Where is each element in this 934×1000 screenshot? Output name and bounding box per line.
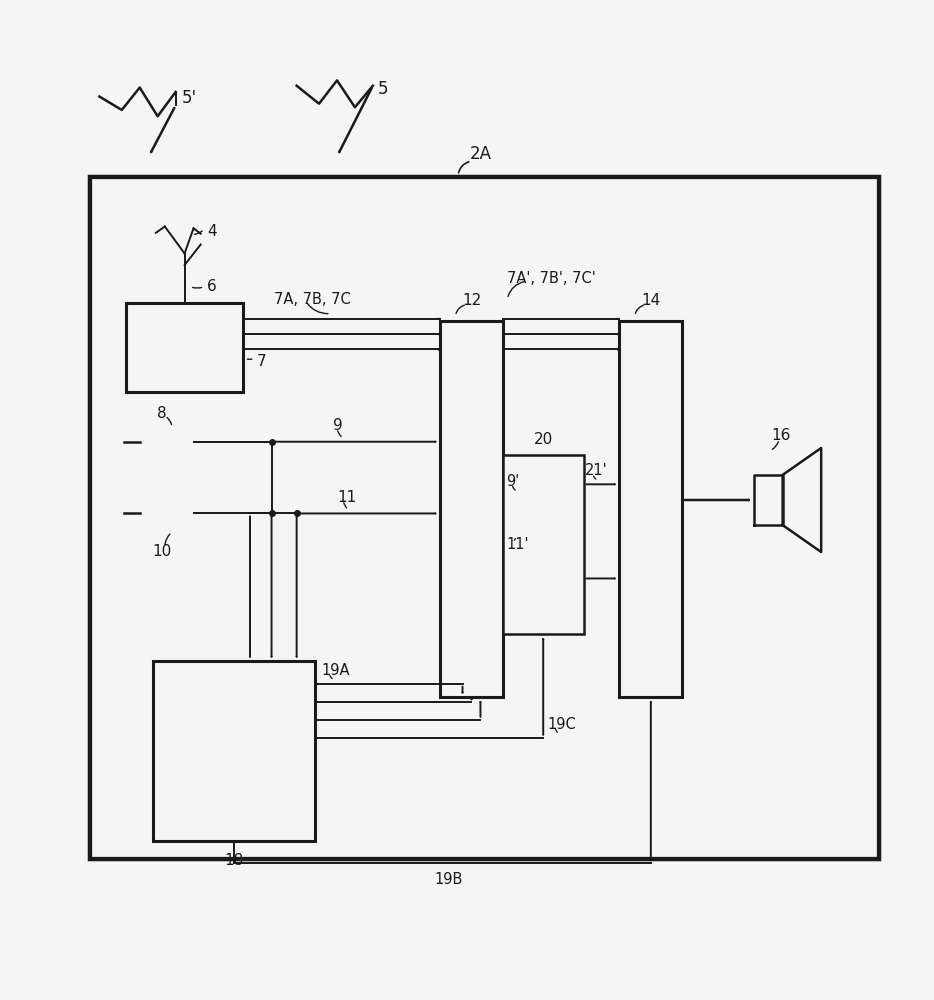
FancyArrowPatch shape xyxy=(556,730,558,732)
Text: 7: 7 xyxy=(256,354,266,369)
FancyArrowPatch shape xyxy=(459,162,469,173)
Text: 5': 5' xyxy=(182,89,197,107)
Bar xyxy=(440,321,502,697)
Text: 5: 5 xyxy=(377,80,388,98)
Text: 21': 21' xyxy=(586,463,608,478)
Text: 7A, 7B, 7C: 7A, 7B, 7C xyxy=(275,292,351,307)
FancyArrowPatch shape xyxy=(330,676,333,679)
Text: 6: 6 xyxy=(207,279,217,294)
Text: 19A: 19A xyxy=(321,663,350,678)
Bar xyxy=(440,321,502,697)
FancyArrowPatch shape xyxy=(338,431,341,436)
Bar xyxy=(153,661,315,841)
Polygon shape xyxy=(754,475,783,525)
Text: 14: 14 xyxy=(641,293,660,308)
Text: 12: 12 xyxy=(461,293,481,308)
FancyArrowPatch shape xyxy=(513,487,515,490)
Bar xyxy=(619,321,682,697)
Bar xyxy=(126,303,243,392)
Text: 11: 11 xyxy=(337,490,356,505)
Bar xyxy=(502,455,584,634)
FancyArrowPatch shape xyxy=(167,418,172,425)
Bar xyxy=(91,177,880,859)
Text: 19B: 19B xyxy=(435,872,463,887)
Text: 10: 10 xyxy=(152,544,172,559)
FancyArrowPatch shape xyxy=(772,442,778,449)
FancyArrowPatch shape xyxy=(194,231,202,234)
FancyArrowPatch shape xyxy=(456,305,464,313)
Text: 7A', 7B', 7C': 7A', 7B', 7C' xyxy=(507,271,596,286)
Bar xyxy=(502,455,584,634)
Text: 4: 4 xyxy=(207,224,217,239)
Bar xyxy=(153,661,315,841)
Text: 18: 18 xyxy=(224,853,244,868)
Text: 8: 8 xyxy=(157,406,167,421)
Text: 16: 16 xyxy=(771,428,790,443)
Bar xyxy=(91,177,880,859)
Bar xyxy=(619,321,682,697)
FancyArrowPatch shape xyxy=(593,476,596,479)
Text: 20: 20 xyxy=(533,432,553,447)
Text: 9: 9 xyxy=(333,418,342,433)
Text: 9': 9' xyxy=(506,474,519,489)
Text: 19C: 19C xyxy=(547,717,576,732)
Text: 2A: 2A xyxy=(470,145,491,163)
FancyArrowPatch shape xyxy=(165,534,170,545)
Polygon shape xyxy=(783,448,821,552)
FancyArrowPatch shape xyxy=(508,282,524,296)
Bar xyxy=(126,303,243,392)
FancyArrowPatch shape xyxy=(344,503,347,508)
FancyArrowPatch shape xyxy=(635,305,644,313)
FancyArrowPatch shape xyxy=(307,303,328,314)
Text: 11': 11' xyxy=(506,537,529,552)
